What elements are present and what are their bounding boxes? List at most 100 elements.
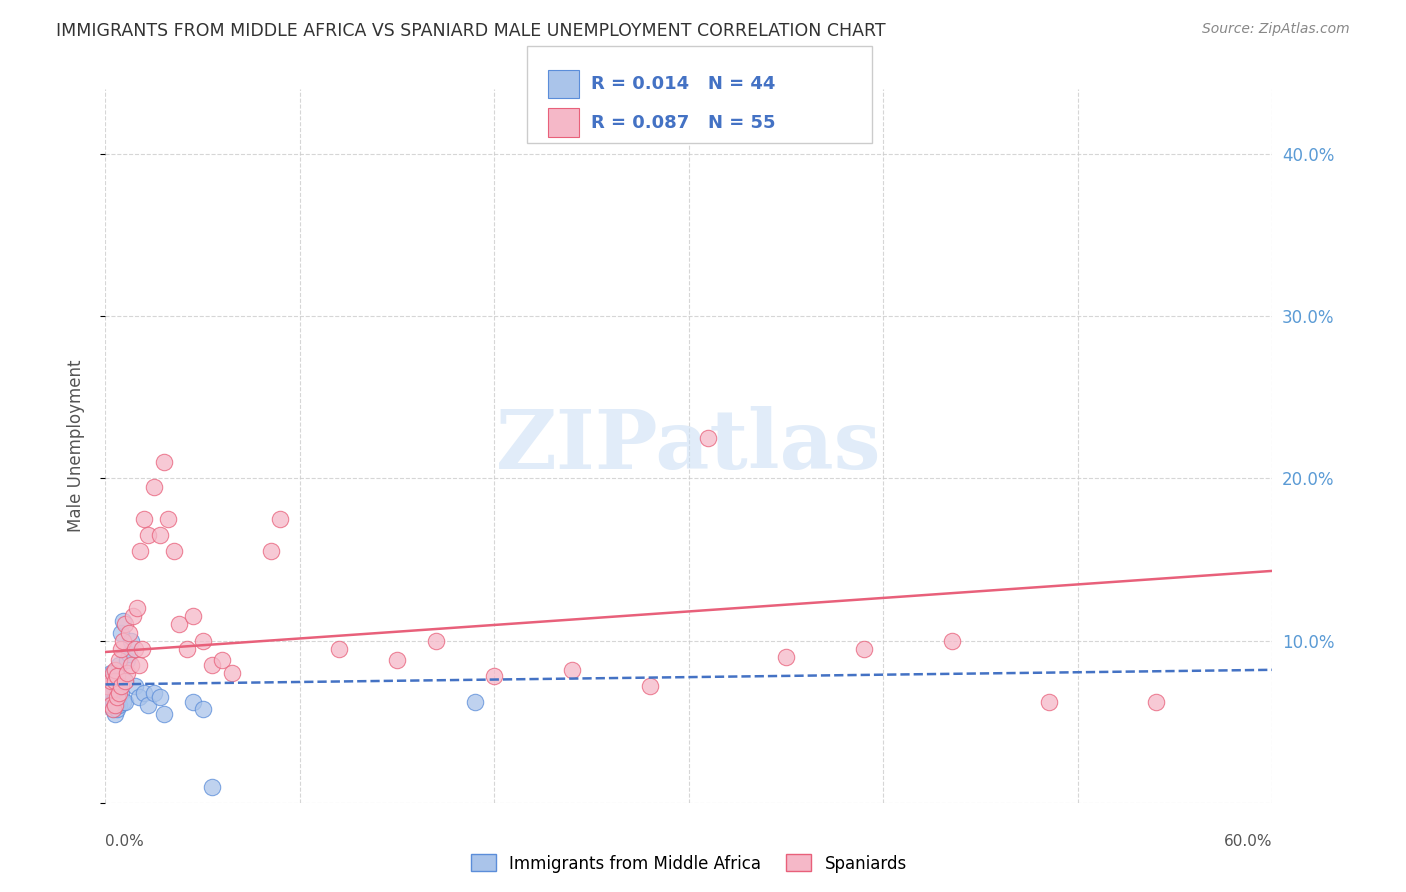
Point	[149, 528, 172, 542]
Point	[775, 649, 797, 664]
Point	[128, 657, 150, 672]
Point	[96, 679, 118, 693]
Point	[191, 633, 214, 648]
Text: IMMIGRANTS FROM MIDDLE AFRICA VS SPANIARD MALE UNEMPLOYMENT CORRELATION CHART: IMMIGRANTS FROM MIDDLE AFRICA VS SPANIAR…	[56, 22, 886, 40]
Point	[114, 674, 136, 689]
Point	[111, 633, 134, 648]
Point	[143, 479, 166, 493]
Point	[143, 685, 166, 699]
Point	[100, 666, 122, 681]
Point	[852, 641, 875, 656]
Point	[100, 690, 122, 705]
Point	[100, 698, 122, 713]
Point	[103, 679, 125, 693]
Point	[121, 609, 143, 624]
Point	[98, 669, 121, 683]
Point	[385, 653, 408, 667]
Point	[156, 512, 179, 526]
Point	[103, 702, 125, 716]
Point	[104, 706, 127, 721]
Text: R = 0.014   N = 44: R = 0.014 N = 44	[591, 75, 775, 93]
Point	[98, 690, 121, 705]
Point	[111, 614, 134, 628]
Point	[941, 633, 963, 648]
Point	[191, 702, 214, 716]
Point	[100, 685, 122, 699]
Point	[108, 685, 131, 699]
Point	[110, 679, 132, 693]
Point	[114, 674, 136, 689]
Point	[96, 685, 118, 699]
Point	[169, 617, 191, 632]
Point	[104, 698, 127, 713]
Point	[129, 544, 152, 558]
Point	[110, 641, 132, 656]
Point	[136, 698, 159, 713]
Point	[103, 666, 125, 681]
Point	[100, 674, 122, 689]
Point	[260, 544, 283, 558]
Point	[110, 625, 132, 640]
Point	[96, 673, 118, 687]
Text: 0.0%: 0.0%	[105, 834, 145, 849]
Point	[111, 695, 134, 709]
Point	[105, 682, 128, 697]
Point	[134, 685, 156, 699]
Point	[108, 698, 131, 713]
Point	[124, 641, 146, 656]
Point	[114, 695, 136, 709]
Point	[118, 625, 141, 640]
Point	[181, 695, 204, 709]
Text: 60.0%: 60.0%	[1225, 834, 1272, 849]
Point	[328, 641, 350, 656]
Point	[104, 663, 127, 677]
Point	[98, 685, 121, 699]
Point	[120, 657, 142, 672]
Point	[124, 679, 146, 693]
Point	[100, 698, 122, 713]
Point	[176, 641, 198, 656]
Point	[96, 679, 118, 693]
Point	[136, 528, 159, 542]
Point	[103, 695, 125, 709]
Point	[149, 690, 172, 705]
Point	[425, 633, 447, 648]
Point	[128, 690, 150, 705]
Point	[162, 544, 184, 558]
Point	[105, 669, 128, 683]
Point	[108, 657, 131, 672]
Point	[98, 674, 121, 689]
Point	[131, 641, 153, 656]
Point	[181, 609, 204, 624]
Point	[221, 666, 243, 681]
Point	[105, 702, 128, 716]
Point	[1144, 695, 1167, 709]
Point	[105, 690, 128, 705]
Point	[104, 690, 127, 705]
Point	[108, 653, 131, 667]
Point	[110, 685, 132, 699]
Text: ZIPatlas: ZIPatlas	[496, 406, 882, 486]
Point	[211, 653, 233, 667]
Point	[118, 647, 141, 661]
Point	[484, 669, 506, 683]
Point	[98, 685, 121, 699]
Point	[125, 601, 148, 615]
Point	[697, 431, 720, 445]
Point	[561, 663, 583, 677]
Point	[464, 695, 486, 709]
Point	[104, 674, 127, 689]
Y-axis label: Male Unemployment: Male Unemployment	[66, 359, 84, 533]
Point	[201, 780, 224, 794]
Point	[1038, 695, 1060, 709]
Point	[269, 512, 292, 526]
Text: Source: ZipAtlas.com: Source: ZipAtlas.com	[1202, 22, 1350, 37]
Point	[103, 702, 125, 716]
Point	[104, 698, 127, 713]
Point	[104, 674, 127, 689]
Point	[153, 455, 174, 469]
Point	[105, 698, 128, 713]
Point	[134, 512, 156, 526]
Point	[98, 679, 121, 693]
Legend: Immigrants from Middle Africa, Spaniards: Immigrants from Middle Africa, Spaniards	[464, 847, 914, 880]
